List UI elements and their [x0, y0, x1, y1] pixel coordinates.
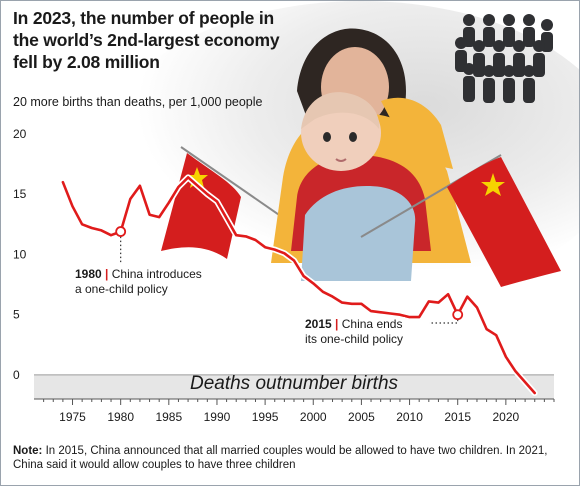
mother-baby-photo	[101, 1, 579, 301]
y-tick-label: 10	[13, 247, 27, 261]
birth-rate-chart: 0 5 10 15 20 1975 1980 1985 1990 1995 2000 2005 2010…	[13, 127, 555, 424]
negative-region-band	[34, 374, 554, 399]
annotation-year: 2015	[305, 317, 332, 331]
annotation-1980: 1980 | China introduces a one-child poli…	[73, 267, 204, 297]
x-tick-label: 2010	[396, 410, 423, 424]
y-tick-label: 15	[13, 187, 27, 201]
annotation-2015: 2015 | China ends its one-child policy	[303, 317, 406, 347]
x-tick-label: 2005	[348, 410, 375, 424]
annotation-text: China ends	[341, 317, 403, 331]
footnote-text: In 2015, China announced that all marrie…	[13, 445, 548, 471]
baby-figure	[291, 92, 431, 281]
annotation-text-line2: a one-child policy	[75, 282, 168, 296]
highlight-marker	[452, 309, 464, 321]
footnote-label: Note:	[13, 445, 43, 457]
annotation-text-line2: its one-child policy	[305, 332, 404, 346]
y-tick-label: 0	[13, 368, 20, 382]
x-tick-label: 1990	[204, 410, 231, 424]
x-tick-label: 2000	[300, 410, 327, 424]
negative-region-label: Deaths outnumber births	[189, 373, 399, 394]
annotation-text: China introduces	[111, 267, 202, 281]
x-tick-label: 1980	[107, 410, 134, 424]
footnote: Note: In 2015, China announced that all …	[13, 444, 573, 472]
annotation-year: 1980	[75, 267, 102, 281]
x-tick-label: 2020	[493, 410, 520, 424]
china-flag-icon	[360, 154, 561, 287]
highlight-marker	[115, 226, 127, 237]
chart-subtitle: 20 more births than deaths, per 1,000 pe…	[13, 95, 263, 109]
x-tick-label: 1985	[155, 410, 182, 424]
chart-title: In 2023, the number of people in the wor…	[13, 8, 280, 72]
x-tick-label: 2015	[444, 410, 471, 424]
x-tick-label: 1995	[252, 410, 279, 424]
y-tick-label: 5	[13, 308, 20, 322]
x-tick-label: 1975	[59, 410, 86, 424]
y-tick-label: 20	[13, 127, 27, 141]
people-crowd-icon	[455, 14, 553, 103]
annotation-leader	[429, 319, 459, 324]
